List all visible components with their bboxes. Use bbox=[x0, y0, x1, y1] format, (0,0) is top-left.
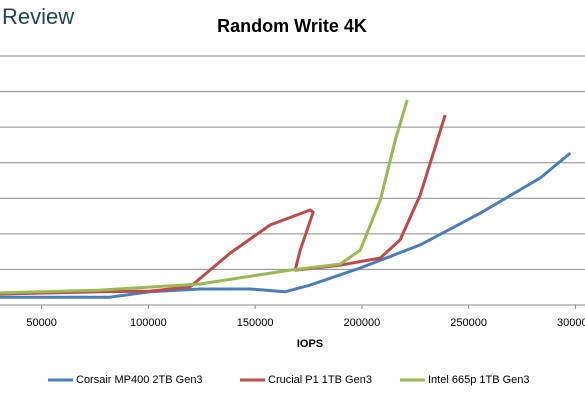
series-line bbox=[0, 99, 409, 295]
legend-label: Corsair MP400 2TB Gen3 bbox=[76, 374, 203, 386]
series-line bbox=[0, 114, 447, 296]
x-tick-label: 150000 bbox=[237, 317, 274, 329]
x-tick-label: 250000 bbox=[450, 317, 487, 329]
legend-label: Intel 665p 1TB Gen3 bbox=[428, 374, 530, 386]
x-tick-label: 200000 bbox=[344, 317, 381, 329]
series-line bbox=[0, 151, 572, 299]
legend-label: Crucial P1 1TB Gen3 bbox=[268, 374, 372, 386]
x-tick-label: 300000 bbox=[557, 317, 585, 329]
x-tick-label: 100000 bbox=[130, 317, 167, 329]
x-axis-label: IOPS bbox=[297, 338, 323, 350]
chart-title: Random Write 4K bbox=[217, 16, 367, 36]
logo: Review bbox=[2, 4, 74, 29]
x-tick-label: 50000 bbox=[26, 317, 57, 329]
